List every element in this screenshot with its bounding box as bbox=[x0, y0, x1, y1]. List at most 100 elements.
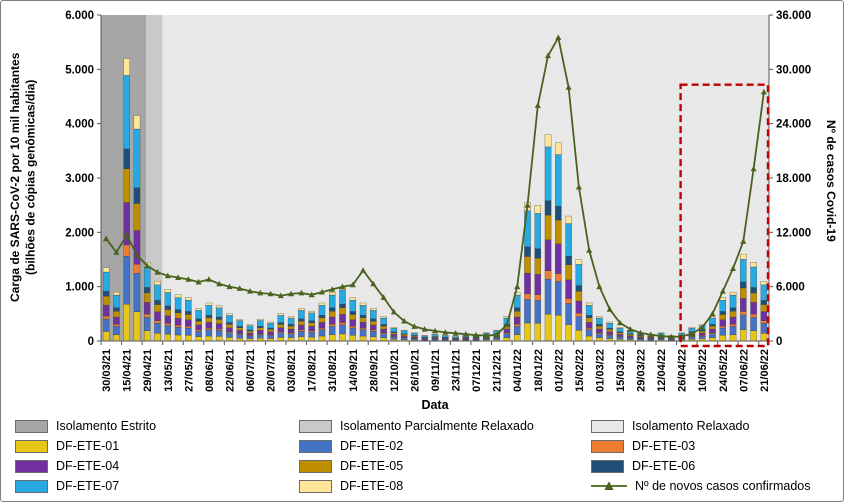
bar-segment-DF-ETE-07 bbox=[113, 294, 120, 308]
bar-segment-DF-ETE-06 bbox=[709, 324, 716, 327]
bar-segment-DF-ETE-04 bbox=[174, 318, 182, 326]
x-tick-label: 01/03/22 bbox=[594, 349, 606, 392]
bar-segment-DF-ETE-01 bbox=[308, 336, 315, 342]
bar-segment-DF-ETE-03 bbox=[359, 327, 367, 330]
bar-segment-DF-ETE-04 bbox=[226, 327, 233, 332]
bar-segment-DF-ETE-05 bbox=[616, 332, 624, 335]
isolamento-parcial-swatch bbox=[299, 419, 332, 433]
bar-segment-DF-ETE-04 bbox=[144, 302, 151, 315]
bar-segment-DF-ETE-01 bbox=[226, 337, 233, 342]
df-ete-06-swatch bbox=[591, 459, 624, 473]
bar-segment-DF-ETE-07 bbox=[359, 305, 367, 316]
bar-segment-DF-ETE-03 bbox=[740, 311, 747, 316]
bar-segment-DF-ETE-07 bbox=[349, 299, 357, 312]
bar-segment-DF-ETE-01 bbox=[349, 335, 357, 342]
bar-segment-DF-ETE-01 bbox=[359, 335, 367, 342]
bar-segment-DF-ETE-07 bbox=[555, 154, 562, 207]
bar-segment-DF-ETE-07 bbox=[154, 284, 161, 301]
bar-segment-DF-ETE-01 bbox=[729, 334, 737, 342]
bar-segment-DF-ETE-02 bbox=[513, 326, 521, 335]
bar-segment-DF-ETE-02 bbox=[102, 318, 110, 332]
bar-segment-DF-ETE-01 bbox=[740, 329, 747, 342]
legend-label: DF-ETE-03 bbox=[632, 439, 696, 453]
bar-segment-DF-ETE-06 bbox=[257, 326, 264, 328]
bar-segment-DF-ETE-06 bbox=[719, 311, 726, 315]
bar-segment-DF-ETE-03 bbox=[195, 329, 202, 332]
legend-label: DF-ETE-07 bbox=[56, 479, 120, 493]
bar-segment-DF-ETE-06 bbox=[606, 327, 613, 330]
bar-segment-DF-ETE-08 bbox=[729, 291, 737, 296]
legend-item-df-ete-05: DF-ETE-05 bbox=[299, 459, 591, 473]
bar-segment-DF-ETE-04 bbox=[534, 274, 542, 295]
bar-segment-DF-ETE-05 bbox=[174, 312, 182, 319]
x-tick-label: 14/09/21 bbox=[348, 349, 360, 392]
bar-segment-DF-ETE-05 bbox=[760, 304, 768, 312]
bar-segment-DF-ETE-07 bbox=[606, 322, 613, 329]
bar-segment-DF-ETE-02 bbox=[616, 336, 624, 340]
bar-segment-DF-ETE-06 bbox=[380, 324, 387, 327]
bar-segment-DF-ETE-07 bbox=[287, 317, 295, 325]
bar-segment-DF-ETE-08 bbox=[195, 308, 202, 311]
bar-segment-DF-ETE-05 bbox=[359, 317, 367, 323]
bar-segment-DF-ETE-07 bbox=[709, 317, 716, 325]
bar-segment-DF-ETE-05 bbox=[102, 296, 110, 306]
bar-segment-DF-ETE-06 bbox=[370, 318, 377, 322]
cases-line-markers bbox=[103, 34, 767, 340]
bar-segment-DF-ETE-05 bbox=[267, 329, 274, 332]
bar-segment-DF-ETE-01 bbox=[144, 330, 151, 342]
legend-item-isolamento-parcialmente-relaxado: Isolamento Parcialmente Relaxado bbox=[299, 419, 591, 433]
bar-segment-DF-ETE-03 bbox=[277, 331, 285, 334]
bar-segment-DF-ETE-04 bbox=[431, 337, 439, 339]
right-tick-label: 36.000 bbox=[776, 10, 811, 22]
bar-segment-DF-ETE-07 bbox=[534, 213, 542, 249]
bar-segment-DF-ETE-07 bbox=[246, 325, 254, 331]
df-ete-04-swatch bbox=[15, 459, 48, 473]
bar-segment-DF-ETE-01 bbox=[370, 336, 377, 342]
bar-segment-DF-ETE-02 bbox=[133, 273, 141, 312]
bar-segment-DF-ETE-01 bbox=[185, 335, 192, 342]
bar-segment-DF-ETE-08 bbox=[113, 291, 120, 296]
bar-segment-DF-ETE-02 bbox=[503, 333, 511, 338]
bar-segment-DF-ETE-08 bbox=[585, 302, 593, 306]
bar-segment-DF-ETE-02 bbox=[596, 333, 603, 338]
bar-segment-DF-ETE-03 bbox=[215, 328, 223, 331]
bar-segment-DF-ETE-04 bbox=[565, 279, 572, 299]
legend-item-df-ete-01: DF-ETE-01 bbox=[15, 439, 299, 453]
bar-segment-DF-ETE-07 bbox=[185, 299, 192, 312]
bar-segment-DF-ETE-05 bbox=[627, 334, 634, 336]
legend-label: Isolamento Relaxado bbox=[632, 419, 750, 433]
bar-segment-DF-ETE-03 bbox=[575, 313, 583, 317]
bar-segment-DF-ETE-01 bbox=[102, 331, 110, 342]
bar-segment-DF-ETE-05 bbox=[740, 287, 747, 299]
bar-segment-DF-ETE-06 bbox=[113, 307, 120, 312]
bar-segment-DF-ETE-05 bbox=[729, 311, 737, 318]
left-axis-ticks: 0 1.000 2.000 3.000 4.000 5.000 6.000 bbox=[65, 10, 101, 348]
x-axis-labels: 30/03/21 15/04/21 29/04/21 13/05/21 27/05/21… bbox=[101, 349, 771, 392]
bar-segment-DF-ETE-06 bbox=[534, 248, 542, 259]
bar-segment-DF-ETE-05 bbox=[226, 324, 233, 328]
legend-item-novos-casos: Nº de novos casos confirmados bbox=[591, 479, 837, 493]
bar-segment-DF-ETE-07 bbox=[164, 292, 172, 307]
bar-segment-DF-ETE-04 bbox=[370, 324, 377, 331]
bar-segment-DF-ETE-05 bbox=[606, 329, 613, 332]
bar-segment-DF-ETE-08 bbox=[298, 308, 305, 311]
x-tick-label: 24/05/22 bbox=[718, 349, 730, 392]
df-ete-05-swatch bbox=[299, 459, 332, 473]
bar-segment-DF-ETE-03 bbox=[113, 324, 120, 327]
bar-segment-DF-ETE-03 bbox=[205, 327, 213, 330]
bar-segment-DF-ETE-02 bbox=[123, 256, 130, 305]
df-ete-02-swatch bbox=[299, 439, 332, 453]
bar-segment-DF-ETE-07 bbox=[328, 294, 336, 308]
bar-segment-DF-ETE-03 bbox=[565, 298, 572, 304]
bar-segment-DF-ETE-06 bbox=[174, 309, 182, 313]
bar-segment-DF-ETE-01 bbox=[123, 304, 130, 342]
bar-segment-DF-ETE-03 bbox=[185, 326, 192, 329]
x-tick-label: 26/04/22 bbox=[677, 349, 689, 392]
bar-segment-DF-ETE-08 bbox=[123, 58, 130, 76]
bar-segment-DF-ETE-03 bbox=[144, 314, 151, 318]
bar-segment-DF-ETE-01 bbox=[524, 322, 531, 342]
bar-segment-DF-ETE-01 bbox=[298, 336, 305, 342]
left-tick-label: 5.000 bbox=[65, 64, 94, 76]
left-tick-label: 6.000 bbox=[65, 10, 94, 22]
